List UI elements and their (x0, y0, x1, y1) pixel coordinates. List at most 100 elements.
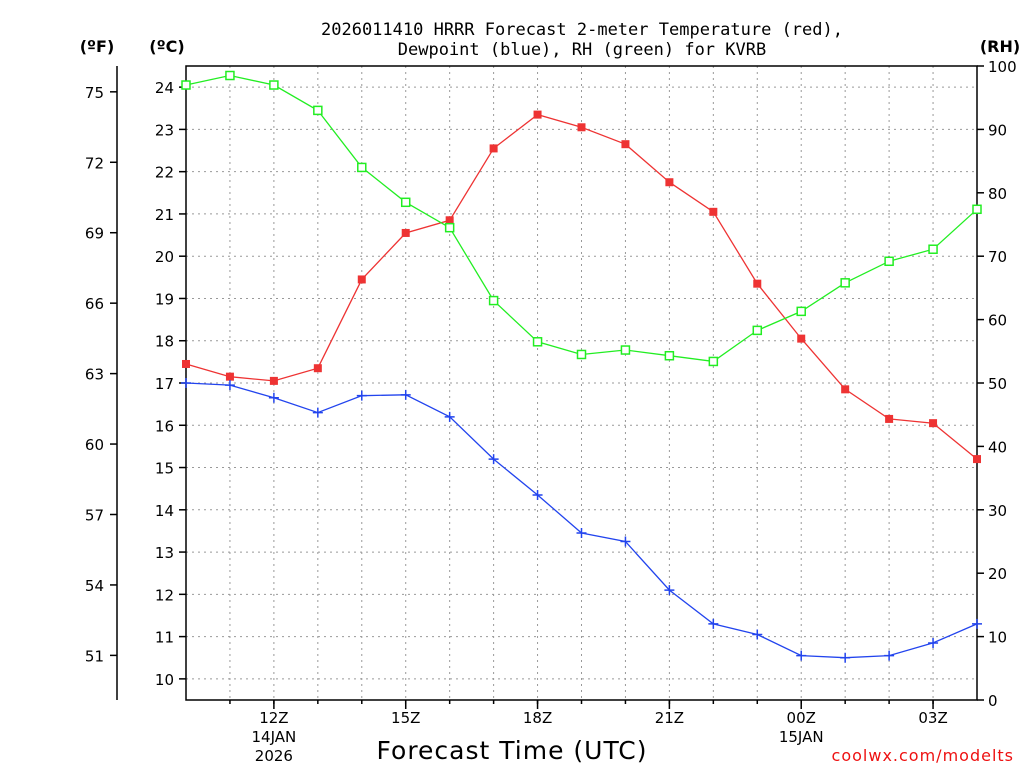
series-layer (181, 70, 982, 663)
rh-tick-label: 40 (988, 438, 1007, 456)
rh-point (357, 162, 367, 173)
c-tick-label: 20 (155, 248, 174, 266)
rh-point (840, 278, 850, 288)
c-tick-label: 21 (155, 206, 174, 224)
series-dewpoint (181, 378, 982, 663)
x-tick-label: 15Z (391, 709, 420, 727)
rh-point (269, 80, 279, 90)
f-tick-label: 66 (85, 295, 104, 313)
dewpoint-point (181, 378, 191, 388)
rh-tick-label: 100 (988, 58, 1017, 76)
rh-point (225, 70, 235, 81)
temperature-point (753, 279, 762, 288)
temperature-point (929, 419, 938, 428)
rh-point (928, 244, 938, 254)
dewpoint-point (884, 650, 895, 661)
rh-point (752, 325, 763, 336)
dewpoint-point (708, 618, 719, 629)
c-tick-label: 19 (155, 290, 174, 308)
c-tick-label: 18 (155, 333, 174, 351)
rh-point (796, 306, 806, 317)
chart-title-line1: 2026011410 HRRR Forecast 2-meter Tempera… (321, 20, 843, 40)
c-tick-label: 23 (155, 121, 174, 139)
c-tick-label: 22 (155, 164, 174, 182)
credit-text: coolwx.com/modelts (832, 746, 1014, 765)
dewpoint-point (268, 392, 279, 403)
f-tick-label: 60 (85, 436, 104, 454)
dewpoint-point (620, 536, 631, 547)
rh-tick-label: 60 (988, 312, 1007, 330)
f-tick-label: 54 (85, 577, 104, 595)
temperature-point (533, 110, 542, 119)
c-tick-label: 16 (155, 417, 174, 435)
rh-point (313, 105, 323, 116)
rh-point (444, 222, 455, 233)
rh-tick-label: 70 (988, 248, 1007, 266)
temperature-point (665, 178, 674, 187)
temperature-point (313, 364, 322, 373)
rh-point (576, 349, 587, 360)
rh-tick-label: 80 (988, 185, 1007, 203)
dewpoint-point (840, 652, 851, 663)
c-tick-label: 24 (155, 79, 174, 97)
dewpoint-point (796, 650, 807, 661)
dewpoint-point (356, 390, 367, 401)
dewpoint-point (488, 454, 499, 465)
dewpoint-point (972, 618, 982, 629)
series-rh (181, 70, 982, 367)
c-tick-label: 13 (155, 544, 174, 562)
temperature-point (182, 359, 190, 368)
dewpoint-point (576, 528, 587, 539)
unit-rh-label: (RH) (980, 37, 1020, 56)
x-axis-title: Forecast Time (UTC) (377, 736, 648, 765)
temperature-point (225, 372, 234, 381)
temperature-point (973, 455, 981, 464)
temperature-point (577, 123, 586, 132)
f-tick-label: 57 (85, 506, 104, 524)
rh-point (708, 356, 719, 367)
temperature-line (185, 113, 978, 460)
x-tick-label: 00Z (787, 709, 816, 727)
rh-point (884, 256, 894, 267)
rh-tick-label: 10 (988, 629, 1007, 647)
rh-tick-label: 50 (988, 375, 1007, 393)
x-tick-year: 2026 (255, 747, 293, 765)
rh-axis: 0 10 20 30 40 50 60 70 80 90 100 (977, 58, 1017, 710)
rh-point (488, 295, 499, 306)
dewpoint-point (664, 585, 675, 596)
c-tick-label: 14 (155, 502, 174, 520)
f-tick-label: 69 (85, 225, 104, 243)
fahrenheit-axis: 51 54 57 60 63 66 69 72 75 (85, 84, 117, 665)
c-tick-label: 12 (155, 586, 174, 604)
rh-tick-label: 30 (988, 502, 1007, 520)
unit-celsius-label: (ºC) (149, 37, 184, 56)
dewpoint-point (928, 637, 939, 648)
series-temperature (182, 110, 981, 464)
dewpoint-point (400, 389, 411, 400)
dewpoint-point (312, 407, 323, 418)
temperature-point (357, 275, 366, 284)
rh-point (181, 80, 191, 90)
f-tick-label: 63 (85, 366, 104, 384)
x-tick-date: 14JAN (252, 728, 297, 746)
x-tick-label: 12Z (259, 709, 288, 727)
dewpoint-line (185, 382, 978, 659)
temperature-point (797, 334, 806, 343)
temperature-point (269, 376, 278, 385)
temperature-point (709, 207, 718, 216)
x-tick-date: 15JAN (779, 728, 824, 746)
temperature-point (885, 414, 894, 423)
rh-point (400, 197, 411, 208)
grid (186, 66, 977, 700)
temperature-point (621, 140, 630, 149)
c-tick-label: 17 (155, 375, 174, 393)
rh-point (664, 350, 675, 361)
x-tick-label: 21Z (655, 709, 684, 727)
celsius-axis: 10 11 12 13 14 15 16 17 18 19 20 21 22 23 24 (155, 79, 186, 689)
f-tick-label: 75 (85, 84, 104, 102)
temperature-point (489, 144, 498, 153)
c-tick-label: 10 (155, 671, 174, 689)
dewpoint-point (224, 380, 235, 391)
